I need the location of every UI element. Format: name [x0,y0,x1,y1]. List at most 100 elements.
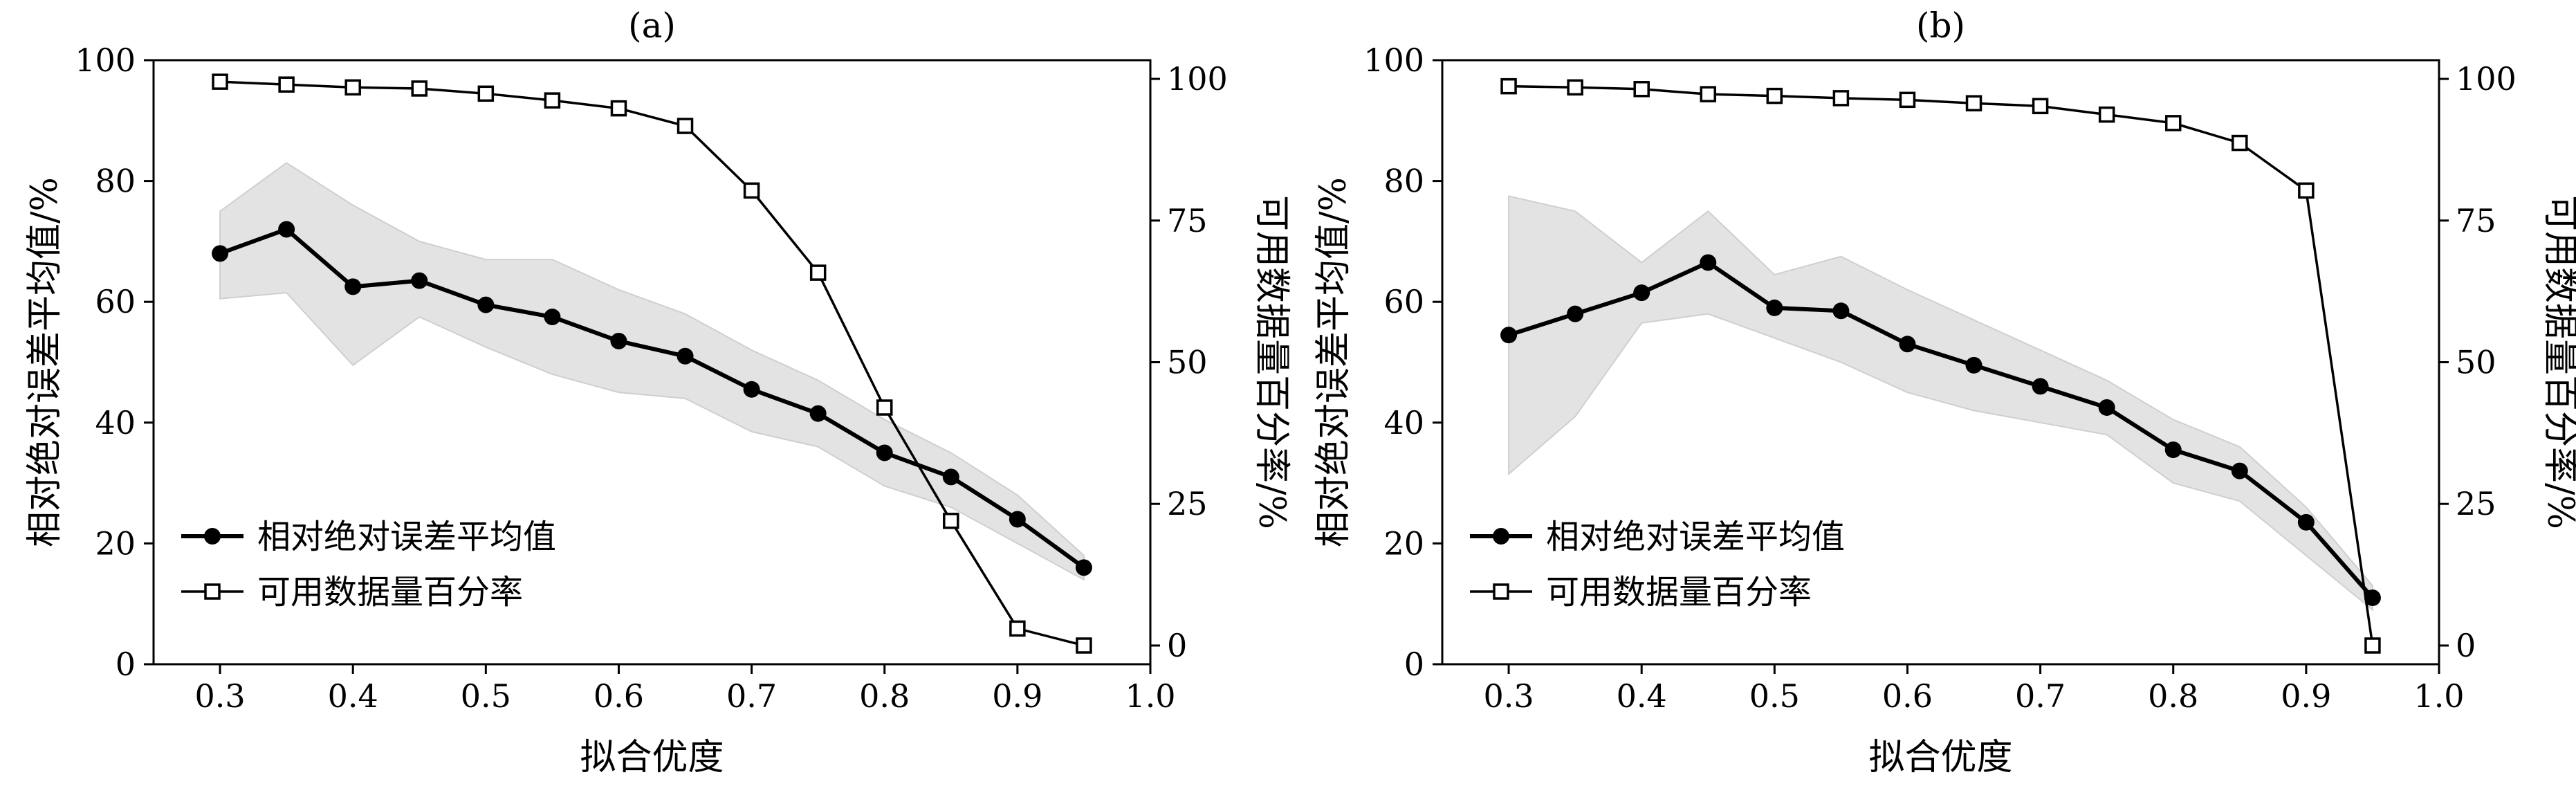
x-tick-label: 0.7 [726,677,777,715]
data-point [876,399,893,416]
x-tick-label: 0.5 [461,677,511,715]
x-tick-label: 0.8 [2148,677,2198,715]
x-tick-label: 0.5 [1749,677,1800,715]
y-axis-title: 相对绝对误差平均值/% [1313,177,1354,547]
data-point [2232,134,2248,152]
legend-marker [204,528,221,545]
data-point [1633,81,1650,98]
data-point [1500,327,1518,344]
data-point [2032,378,2049,395]
data-point [1076,637,1092,654]
data-point [1567,79,1583,96]
data-point [743,381,760,398]
data-point [411,272,428,289]
x-tick-label: 0.8 [859,677,910,715]
error-band [1508,195,2373,612]
data-point [2364,637,2381,654]
y-tick-label: 60 [1383,283,1424,320]
data-point [2297,513,2315,531]
x-tick-label: 0.9 [992,677,1042,715]
y-tick-label: 20 [1383,524,1424,562]
data-point [942,468,959,486]
x-tick-label: 0.6 [594,677,644,715]
data-point [1700,86,1717,102]
data-point [2032,98,2049,115]
data-point [1832,302,1850,320]
data-point [2164,115,2182,131]
data-point [477,296,495,313]
y2-tick-label: 100 [2456,60,2517,98]
data-point [2098,106,2115,123]
data-point [278,221,295,238]
y2-tick-label: 100 [1167,60,1228,98]
data-point [943,513,959,529]
data-point [1965,356,1982,374]
y2-tick-label: 75 [1167,202,1208,239]
data-point [1766,87,1783,104]
y-tick-label: 80 [95,163,136,200]
x-axis-title: 拟合优度 [580,737,724,778]
data-point [2164,441,2182,459]
data-point [1700,254,1717,271]
y-axis-title: 相对绝对误差平均值/% [24,177,66,547]
y2-tick-label: 50 [1167,344,1208,381]
data-point [2364,589,2381,606]
y2-tick-label: 0 [1167,627,1187,664]
y2-tick-label: 75 [2456,202,2496,239]
panel-title: (a) [628,6,676,46]
y2-tick-label: 0 [2456,627,2476,664]
y-tick-label: 40 [95,404,136,441]
legend-label: 相对绝对误差平均值 [1546,518,1845,556]
data-point [544,92,561,109]
data-point [544,309,561,326]
y-tick-label: 0 [1404,646,1424,683]
data-point [1009,511,1026,528]
data-point [1832,90,1850,107]
panel-title: (b) [1916,6,1965,46]
x-tick-label: 0.4 [328,677,378,715]
series-line-1 [219,227,1085,569]
x-tick-label: 0.3 [1483,677,1534,715]
y2-axis-title: 可用数据量百分率/% [1251,195,1292,529]
legend-marker [204,583,221,600]
data-point [677,347,694,365]
x-tick-label: 0.6 [1882,677,1933,715]
x-tick-label: 1.0 [2413,677,2464,715]
y2-tick-label: 50 [2456,344,2496,381]
data-point [2098,399,2115,416]
data-point [876,444,893,461]
y-tick-label: 80 [1383,163,1424,200]
data-point [809,264,827,281]
x-tick-label: 0.3 [194,677,245,715]
data-point [411,80,428,97]
legend-marker [1493,528,1509,545]
y-tick-label: 20 [95,524,136,562]
x-tick-label: 1.0 [1125,677,1175,715]
error-band [219,162,1085,581]
y2-axis-title: 可用数据量百分率/% [2539,195,2576,529]
y2-tick-label: 25 [1167,485,1208,522]
y-tick-label: 100 [1363,42,1424,79]
y-tick-label: 60 [95,283,136,320]
y-tick-label: 40 [1383,404,1424,441]
series-line-2 [219,80,1085,647]
series-line-1 [1508,260,2375,599]
data-point [212,245,229,262]
y-tick-label: 100 [75,42,136,79]
series-line-2 [1509,84,2374,646]
data-point [477,85,495,102]
data-point [610,332,627,349]
data-point [344,79,361,96]
data-point [809,405,827,422]
legend-marker [1493,583,1509,600]
data-point [1899,336,1916,353]
data-point [1009,620,1026,637]
data-point [1965,95,1982,111]
x-tick-label: 0.4 [1617,677,1667,715]
data-point [1766,299,1783,316]
data-point [610,100,627,117]
x-tick-label: 0.9 [2281,677,2331,715]
x-axis-title: 拟合优度 [1868,737,2012,778]
data-point [278,76,295,93]
